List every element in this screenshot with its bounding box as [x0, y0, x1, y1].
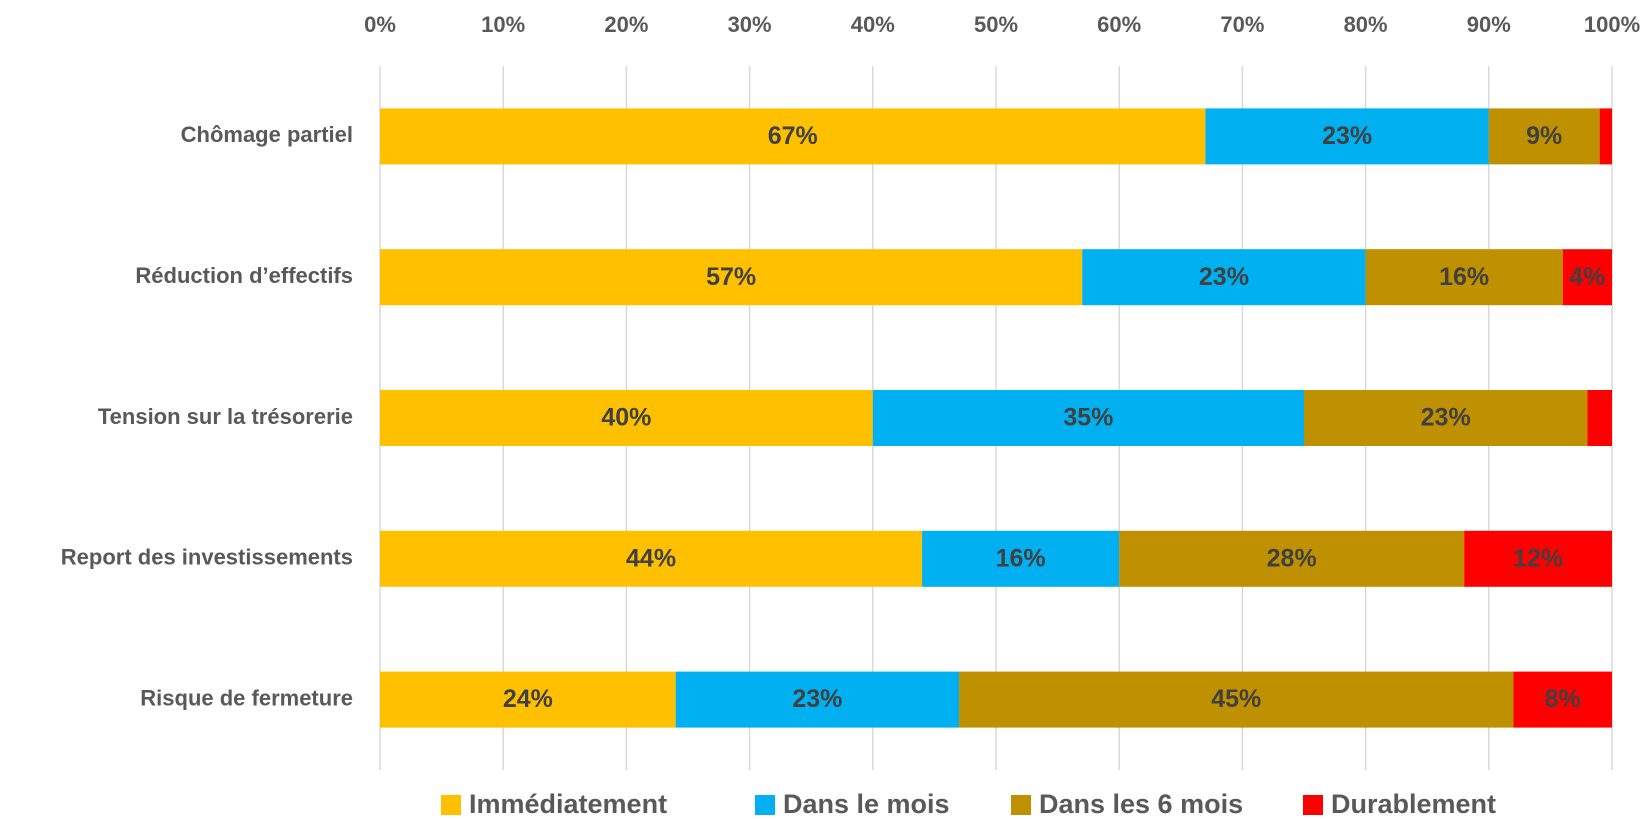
bar-segment — [922, 530, 1120, 587]
bar-segment — [959, 671, 1514, 728]
category-label: Chômage partiel — [181, 122, 353, 147]
bar-segment — [380, 671, 676, 728]
bar-segment — [1464, 530, 1612, 587]
data-label: 45% — [1211, 685, 1261, 713]
legend-swatch — [755, 795, 775, 815]
x-tick-label: 30% — [728, 12, 772, 37]
legend-swatch — [441, 795, 461, 815]
data-label: 28% — [1267, 544, 1317, 572]
legend-label: Dans le mois — [783, 789, 950, 819]
data-label: 23% — [1322, 122, 1372, 150]
legend-label: Immédiatement — [469, 789, 667, 819]
bar-segment — [1599, 108, 1612, 165]
bar-segment — [1513, 671, 1612, 728]
x-tick-label: 70% — [1220, 12, 1264, 37]
bar-segment — [380, 390, 873, 446]
legend-label: Durablement — [1331, 789, 1496, 819]
x-tick-label: 90% — [1467, 12, 1511, 37]
x-tick-label: 10% — [481, 12, 525, 37]
data-label: 67% — [768, 122, 818, 150]
bar-segment — [872, 390, 1304, 446]
legend-swatch — [1303, 795, 1323, 815]
bar-segment — [380, 249, 1083, 306]
bar-segment — [675, 671, 960, 728]
category-label: Risque de fermeture — [140, 685, 353, 710]
category-label: Report des investissements — [61, 545, 353, 570]
category-label: Réduction d’effectifs — [135, 263, 353, 288]
data-label: 57% — [706, 263, 756, 291]
category-label: Tension sur la trésorerie — [98, 404, 353, 429]
legend-label: Dans les 6 mois — [1039, 789, 1243, 819]
x-tick-label: 60% — [1097, 12, 1141, 37]
data-label: 40% — [601, 404, 651, 432]
bar-segment — [1304, 390, 1588, 446]
x-tick-label: 40% — [851, 12, 895, 37]
x-tick-label: 50% — [974, 12, 1018, 37]
x-tick-label: 80% — [1344, 12, 1388, 37]
data-label: 23% — [792, 685, 842, 713]
bar-segment — [1082, 249, 1366, 306]
data-label: 23% — [1421, 404, 1471, 432]
bar-segment — [1365, 249, 1563, 306]
data-label: 16% — [1439, 263, 1489, 291]
data-label: 24% — [503, 685, 553, 713]
bar-segment — [1119, 530, 1465, 587]
data-label: 16% — [996, 544, 1046, 572]
bar-segment — [1587, 390, 1612, 446]
data-label: 12% — [1513, 544, 1563, 572]
data-label: 4% — [1569, 263, 1605, 291]
data-label: 9% — [1526, 122, 1562, 150]
data-label: 44% — [626, 544, 676, 572]
bar-segment — [1562, 249, 1612, 306]
bar-segment — [380, 530, 923, 587]
legend-swatch — [1011, 795, 1031, 815]
data-label: 35% — [1063, 404, 1113, 432]
bar-segment — [1488, 108, 1600, 165]
bar-segment — [1205, 108, 1489, 165]
bar-segment — [380, 108, 1206, 165]
data-label: 8% — [1545, 685, 1581, 713]
data-label: 23% — [1199, 263, 1249, 291]
x-tick-label: 0% — [364, 12, 396, 37]
x-tick-label: 20% — [604, 12, 648, 37]
x-tick-label: 100% — [1584, 12, 1640, 37]
